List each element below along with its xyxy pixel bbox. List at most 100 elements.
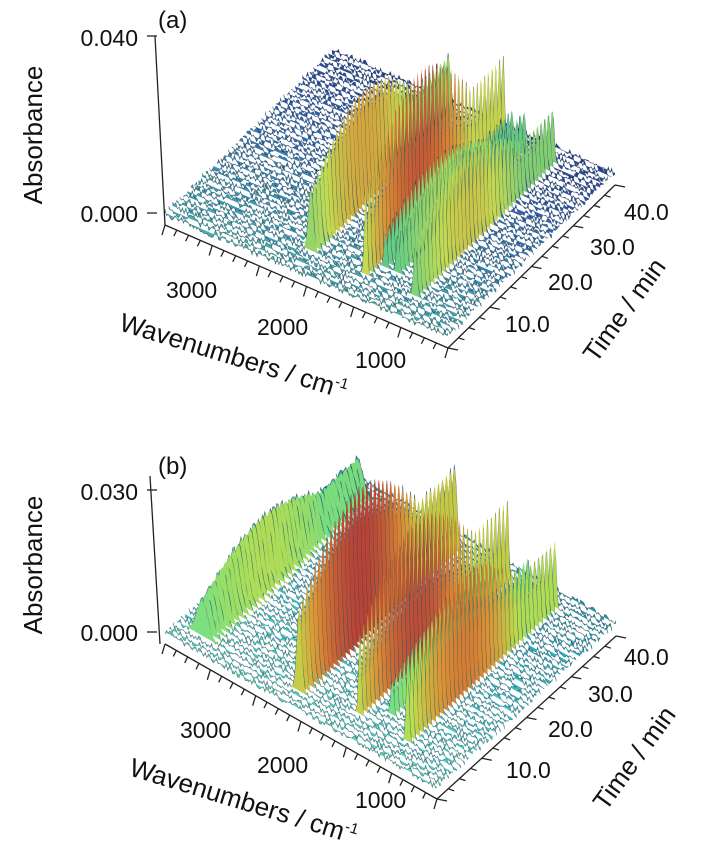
peak-ridge <box>380 234 391 270</box>
surface-slice <box>344 467 616 624</box>
z-tick <box>537 706 544 710</box>
peak-ridge <box>291 609 308 696</box>
surface-edge <box>212 110 497 293</box>
x-tick <box>255 265 260 277</box>
z-tick <box>492 747 500 751</box>
z-tick <box>447 788 455 792</box>
peak-ridge <box>302 190 320 254</box>
axes-b: 0.000 0.030 3000 2000 1000 10.0 20.0 30.0 40.0 <box>80 475 669 813</box>
x-tick-label: 3000 <box>166 277 217 303</box>
x-tick <box>338 301 343 309</box>
x-tick <box>397 327 402 338</box>
z-tick-label: 10.0 <box>506 757 551 783</box>
x-tick <box>161 224 166 236</box>
surface-edge <box>180 594 453 775</box>
z-tick <box>604 645 612 649</box>
z-tick <box>447 347 459 351</box>
y-axis-line <box>154 35 166 226</box>
surface-slice <box>283 81 567 223</box>
surface-slice <box>165 630 437 788</box>
peak-ridge <box>450 71 460 190</box>
x-axis-label-a-sup: -1 <box>333 373 351 393</box>
surface-edge <box>175 200 460 330</box>
surface-edge <box>216 517 489 744</box>
surface-edge <box>168 206 452 335</box>
surface-edge <box>183 186 467 320</box>
z-tick <box>499 296 507 300</box>
x-tick <box>409 332 414 339</box>
x-tick <box>185 234 190 242</box>
z-tick <box>593 655 600 659</box>
surface-edge <box>196 560 469 760</box>
x-tick <box>240 688 245 696</box>
y-axis-label-a: Absorbance <box>18 66 48 205</box>
x-tick <box>373 316 378 324</box>
surface-edge <box>168 626 442 786</box>
surface-slice <box>173 622 445 782</box>
x-tick <box>388 772 393 784</box>
z-tick-label: 40.0 <box>624 199 669 225</box>
surface-slice <box>176 200 460 330</box>
surface-edge <box>190 174 475 312</box>
x-tick-label: 1000 <box>355 347 406 373</box>
z-tick <box>526 716 537 721</box>
y-tick-label: 0.030 <box>80 479 138 505</box>
x-tick <box>195 663 200 670</box>
peak-ridge <box>361 190 371 277</box>
x-tick <box>444 347 449 359</box>
x-tick <box>314 291 319 298</box>
x-axis-label-b-sup: -1 <box>343 818 361 838</box>
z-tick <box>515 727 522 731</box>
z-tick <box>552 245 559 249</box>
z-tick <box>582 665 589 670</box>
x-tick <box>365 759 370 767</box>
peak-ridge <box>453 74 464 186</box>
x-tick <box>173 229 178 237</box>
surface-edge <box>220 97 504 284</box>
z-axis-label-b: Time / min <box>587 700 682 815</box>
surface-edge <box>179 197 463 326</box>
x-tick <box>399 779 404 786</box>
peak-ridge <box>420 66 430 219</box>
panel-b: 0.000 0.030 3000 2000 1000 10.0 20.0 30.0 40.0 (… <box>18 453 682 846</box>
surface-edge <box>194 161 478 307</box>
x-tick <box>376 766 381 773</box>
x-tick <box>252 695 257 706</box>
x-tick <box>184 656 189 664</box>
peak-ridge <box>410 244 421 298</box>
peak-ridge <box>446 68 456 193</box>
z-tick-label: 40.0 <box>624 644 669 670</box>
x-tick <box>420 337 425 345</box>
x-tick-label: 2000 <box>257 314 308 340</box>
x-tick <box>196 240 201 247</box>
y-tick-label: 0.040 <box>80 25 138 51</box>
z-tick <box>604 194 611 198</box>
x-tick <box>432 342 437 350</box>
axes-a: 0.000 0.040 3000 2000 1000 10.0 20.0 30.0 40.0 <box>80 25 668 373</box>
x-tick <box>320 734 325 741</box>
z-tick <box>458 337 465 341</box>
x-tick <box>302 286 308 297</box>
x-tick <box>410 785 415 793</box>
z-tick <box>593 204 601 208</box>
z-tick <box>573 225 584 229</box>
x-tick-label: 3000 <box>180 717 231 743</box>
peak-ridge <box>407 523 417 670</box>
x-tick <box>172 650 177 657</box>
x-tick <box>206 669 211 681</box>
z-tick-label: 20.0 <box>548 269 593 295</box>
y-axis-label-b: Absorbance <box>18 496 48 635</box>
surface-edge <box>205 132 490 299</box>
peak-ridge <box>413 72 423 226</box>
surface-edge <box>212 521 485 745</box>
surface-slice <box>165 208 448 336</box>
peak-ridge <box>392 235 404 275</box>
z-tick <box>479 316 486 321</box>
z-tick <box>520 276 528 280</box>
surface-edge <box>220 510 493 740</box>
x-tick <box>161 643 166 655</box>
surface-a <box>164 48 616 337</box>
surface-slice <box>169 627 441 786</box>
surface-edge <box>164 208 449 337</box>
surface-slice <box>268 74 552 239</box>
